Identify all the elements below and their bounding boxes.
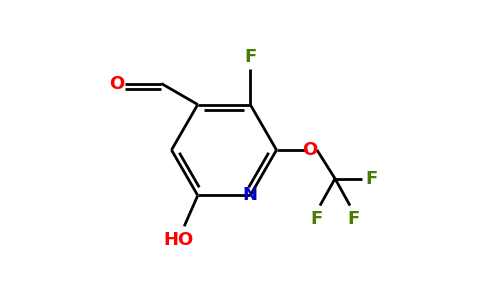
- Text: O: O: [302, 141, 317, 159]
- Text: N: N: [243, 187, 258, 205]
- Text: HO: HO: [163, 231, 194, 249]
- Text: F: F: [365, 169, 377, 188]
- Text: O: O: [108, 74, 124, 92]
- Text: F: F: [347, 210, 359, 228]
- Text: F: F: [244, 48, 257, 66]
- Text: F: F: [311, 210, 323, 228]
